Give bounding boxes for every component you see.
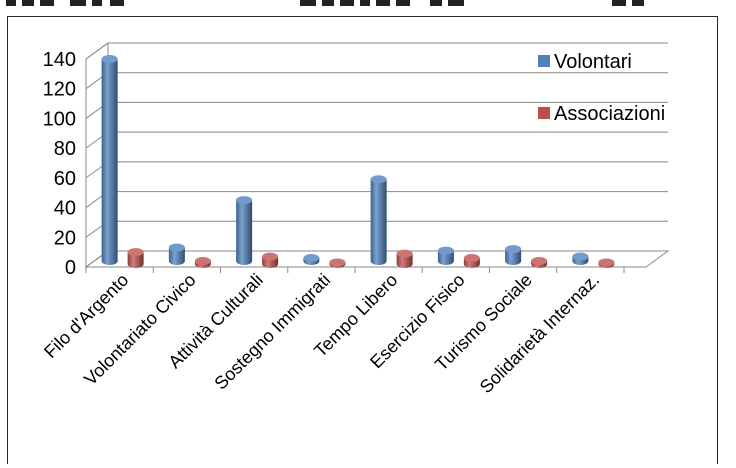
bar-body bbox=[236, 200, 253, 265]
cropped-header-shape bbox=[300, 0, 316, 6]
bar-body bbox=[396, 253, 413, 268]
bar-cap bbox=[127, 248, 144, 257]
bar-body bbox=[127, 252, 144, 268]
bar-body bbox=[437, 250, 454, 265]
bar-cap bbox=[505, 245, 522, 254]
bar-volontari bbox=[168, 243, 185, 265]
cropped-header-shape bbox=[110, 0, 124, 6]
y-tick-label: 60 bbox=[54, 168, 76, 190]
bar-cap bbox=[531, 257, 548, 266]
bar-volontari bbox=[303, 254, 320, 265]
bar-volontari bbox=[505, 245, 522, 265]
y-tick-label: 0 bbox=[65, 257, 76, 279]
bar-volontari bbox=[437, 246, 454, 265]
legend-swatch bbox=[538, 55, 550, 67]
cropped-header-shape bbox=[340, 0, 354, 6]
bar-volontari bbox=[572, 252, 589, 265]
bar-cap bbox=[396, 249, 413, 258]
cropped-header-shape bbox=[360, 0, 370, 6]
cropped-header-shape bbox=[632, 0, 644, 6]
bar-cap bbox=[101, 54, 118, 63]
cropped-header-shape bbox=[22, 0, 34, 6]
bar-cap bbox=[168, 243, 185, 252]
cropped-header-shape bbox=[396, 0, 410, 6]
cropped-header-shape bbox=[6, 0, 16, 6]
chart-frame: 0 20 40 60 80 100 120 140 Filo d'Argento Volontar… bbox=[7, 16, 718, 464]
y-tick-label: 80 bbox=[54, 138, 76, 160]
y-tick-label: 20 bbox=[54, 227, 76, 249]
cropped-header-shape bbox=[92, 0, 102, 6]
bar-body bbox=[370, 179, 387, 265]
cropped-header-shape bbox=[70, 0, 86, 6]
cropped-header-shape bbox=[612, 0, 626, 6]
bar-associazioni bbox=[329, 258, 346, 268]
cropped-header-shape bbox=[448, 0, 464, 6]
y-tick-label: 140 bbox=[43, 49, 76, 71]
bar-cap bbox=[329, 258, 346, 267]
bar-cap bbox=[262, 252, 279, 261]
bar-cap bbox=[370, 175, 387, 184]
y-tick-label: 120 bbox=[43, 79, 76, 101]
bar-cap bbox=[236, 196, 253, 205]
cropped-header-shape bbox=[430, 0, 442, 6]
bar-volontari bbox=[370, 175, 387, 265]
bar-volontari bbox=[101, 54, 118, 265]
cropped-header-shape bbox=[376, 0, 390, 6]
bar-cap bbox=[463, 254, 480, 263]
legend-label: Volontari bbox=[554, 51, 632, 73]
legend-label: Associazioni bbox=[554, 103, 665, 125]
bar-associazioni bbox=[127, 248, 144, 268]
y-tick-label: 100 bbox=[43, 108, 76, 130]
cropped-header-strip bbox=[0, 0, 736, 16]
y-tick-label: 40 bbox=[54, 198, 76, 220]
bar-volontari bbox=[236, 196, 253, 265]
bar-associazioni bbox=[531, 257, 548, 268]
bar-associazioni bbox=[262, 252, 279, 268]
x-category-label: Solidarietà Internaz. bbox=[476, 270, 603, 397]
bar-associazioni bbox=[194, 257, 211, 268]
x-category-label: Sostegno Immigrati bbox=[210, 270, 334, 394]
bar-body bbox=[505, 249, 522, 265]
gridline-side bbox=[85, 42, 109, 60]
bar-cap bbox=[598, 258, 615, 267]
bar-cap bbox=[303, 254, 320, 263]
bar-associazioni bbox=[463, 254, 480, 268]
bar-cap bbox=[572, 252, 589, 261]
bar-body bbox=[168, 247, 185, 265]
bar-cap bbox=[437, 246, 454, 255]
bar-cap bbox=[194, 257, 211, 266]
x-category-label: Volontariato Civico bbox=[80, 270, 200, 390]
bar-body bbox=[101, 58, 118, 265]
bar-associazioni bbox=[396, 249, 413, 268]
cropped-header-shape bbox=[322, 0, 334, 6]
legend-swatch bbox=[538, 107, 550, 119]
cropped-header-shape bbox=[40, 0, 54, 6]
bar-associazioni bbox=[598, 258, 615, 268]
